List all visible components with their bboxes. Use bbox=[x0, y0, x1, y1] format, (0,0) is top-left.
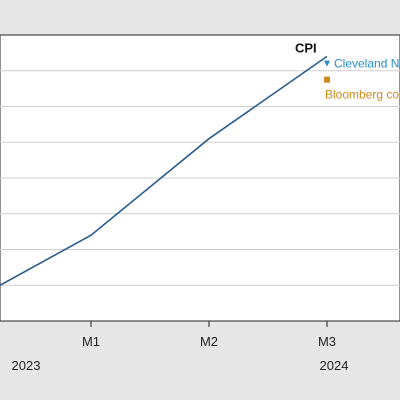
annotations-layer: Cleveland No Bloomberg con bbox=[324, 57, 400, 102]
x-tick-label: M2 bbox=[200, 334, 218, 349]
annotation-label: Bloomberg con bbox=[325, 88, 400, 102]
gridlines bbox=[0, 70, 400, 286]
year-label: 2023 bbox=[12, 358, 41, 373]
x-axis-ticks bbox=[90, 321, 328, 327]
x-tick-label: M1 bbox=[82, 334, 100, 349]
year-label: 2024 bbox=[320, 358, 349, 373]
annotation-marker-triangle bbox=[324, 60, 330, 67]
x-tick-label: M3 bbox=[318, 334, 336, 349]
x-axis-labels: M1 M2 M3 bbox=[82, 334, 336, 349]
annotation-marker-square bbox=[324, 76, 330, 83]
series-label-cpi: CPI bbox=[295, 40, 317, 55]
series-layer: CPI bbox=[0, 40, 328, 287]
annotation-label: Cleveland No bbox=[334, 57, 400, 71]
series-line-cpi bbox=[0, 55, 328, 287]
year-labels: 2023 2024 bbox=[12, 358, 349, 373]
